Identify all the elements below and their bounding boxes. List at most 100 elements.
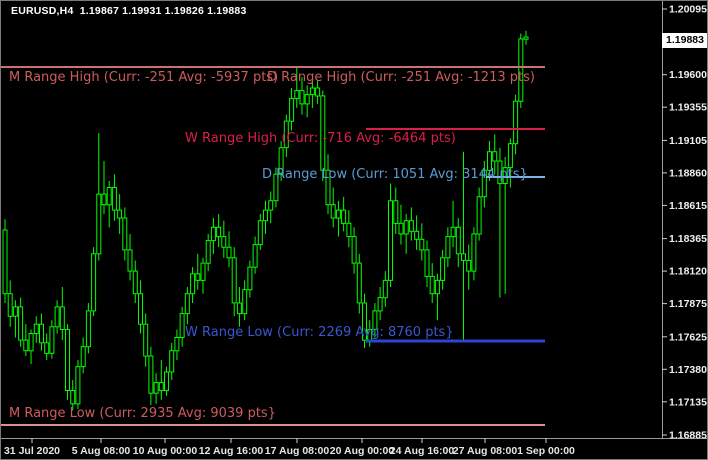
candle-body — [7, 293, 13, 317]
candle-body — [231, 257, 237, 304]
candle-body — [91, 253, 97, 312]
price-label: 1.17875 — [669, 298, 707, 310]
candle-body — [184, 293, 190, 315]
candle-body — [283, 120, 289, 149]
candle-body — [65, 329, 70, 391]
candle-body — [476, 196, 482, 235]
candle-body — [257, 220, 263, 246]
candle-body — [320, 95, 326, 171]
candle-body — [403, 220, 409, 235]
candle-body — [263, 209, 268, 222]
candle-body — [513, 100, 519, 145]
price-label: 1.18365 — [669, 233, 707, 245]
candle-body — [414, 230, 420, 240]
candle-body — [398, 222, 404, 235]
candle-body — [341, 209, 347, 224]
time-label: 20 Aug 00:00 — [330, 445, 395, 457]
candle-body — [12, 306, 18, 317]
candle-body — [117, 209, 123, 219]
candle-body — [497, 160, 503, 185]
candle-body — [39, 323, 44, 344]
candle-body — [221, 236, 227, 248]
candle-body — [54, 306, 60, 328]
candle-body — [210, 226, 216, 242]
price-label: 1.18860 — [669, 167, 707, 179]
price-label: 1.16885 — [669, 430, 707, 442]
w-range-high-label: W Range High (Curr: -716 Avg: -6464 pts) — [185, 131, 456, 146]
candle-body — [205, 240, 211, 264]
candle-body — [419, 238, 425, 251]
candle-body — [23, 339, 29, 352]
candle-body — [174, 337, 180, 352]
candle-body — [70, 390, 76, 405]
candle-body — [268, 200, 274, 211]
candle-body — [299, 90, 305, 105]
candle-body — [429, 275, 435, 295]
candle-body — [85, 310, 91, 348]
candle-body — [216, 226, 222, 238]
candle-body — [242, 289, 248, 315]
candle-body — [502, 167, 508, 185]
chart-symbol-title: EURUSD,H4 1.19867 1.19931 1.19826 1.1988… — [11, 5, 247, 17]
price-label: 1.17135 — [669, 396, 707, 408]
candle-body — [362, 302, 367, 341]
candle-body — [164, 371, 169, 392]
price-label: 1.18615 — [669, 200, 707, 212]
candle-body — [523, 36, 529, 40]
candle-body — [59, 306, 65, 330]
candle-body — [382, 279, 388, 299]
candle-body — [461, 253, 466, 261]
candle-body — [388, 200, 393, 281]
candle-body — [179, 313, 185, 339]
price-label: 1.19105 — [669, 135, 707, 147]
candle-body — [309, 87, 315, 96]
candle-body — [304, 94, 310, 105]
d-range-high-label: D Range High (Curr: -251 Avg: -1213 pts) — [267, 70, 535, 85]
candle-body — [440, 257, 446, 281]
candle-body — [2, 229, 8, 295]
candle-body — [200, 262, 206, 281]
candle-body — [351, 236, 357, 264]
candle-body — [158, 382, 164, 392]
candle-body — [393, 200, 399, 224]
time-label: 27 Aug 08:00 — [453, 445, 518, 457]
candle-body — [252, 244, 258, 268]
price-label: 1.19600 — [669, 69, 707, 81]
current-price-box: 1.19883 — [662, 33, 707, 48]
candle-body — [487, 151, 492, 171]
candle-body — [169, 350, 175, 373]
candle-body — [132, 270, 138, 295]
price-label: 1.19355 — [669, 102, 707, 114]
candle-body — [408, 220, 414, 232]
candle-body — [507, 143, 513, 169]
candle-body — [273, 173, 279, 202]
m-range-high-label: M Range High (Curr: -251 Avg: -5937 pts) — [9, 70, 278, 85]
candle-body — [127, 249, 133, 272]
candle-body — [247, 266, 253, 291]
candle-body — [75, 366, 81, 405]
price-label: 1.20095 — [669, 4, 707, 16]
candle-body — [315, 87, 321, 97]
candle-body — [33, 323, 39, 335]
candle-body — [330, 204, 336, 219]
time-label: 24 Aug 16:00 — [390, 445, 455, 457]
time-label: 12 Aug 16:00 — [199, 445, 264, 457]
price-label: 1.18120 — [669, 266, 707, 278]
candle-body — [195, 273, 201, 281]
time-label: 31 Jul 2020 — [4, 445, 60, 457]
time-label: 5 Aug 08:00 — [72, 445, 131, 457]
candle-body — [434, 279, 440, 295]
candle-body — [455, 226, 461, 255]
candle-body — [226, 246, 232, 259]
price-label: 1.17380 — [669, 364, 707, 376]
candle-body — [372, 310, 378, 330]
candle-body — [18, 306, 24, 341]
candle-body — [445, 236, 451, 259]
candle-body — [101, 193, 107, 206]
candle-body — [122, 217, 128, 251]
time-label: 17 Aug 08:00 — [265, 445, 330, 457]
candle-body — [492, 151, 498, 162]
candle-body — [236, 302, 242, 315]
